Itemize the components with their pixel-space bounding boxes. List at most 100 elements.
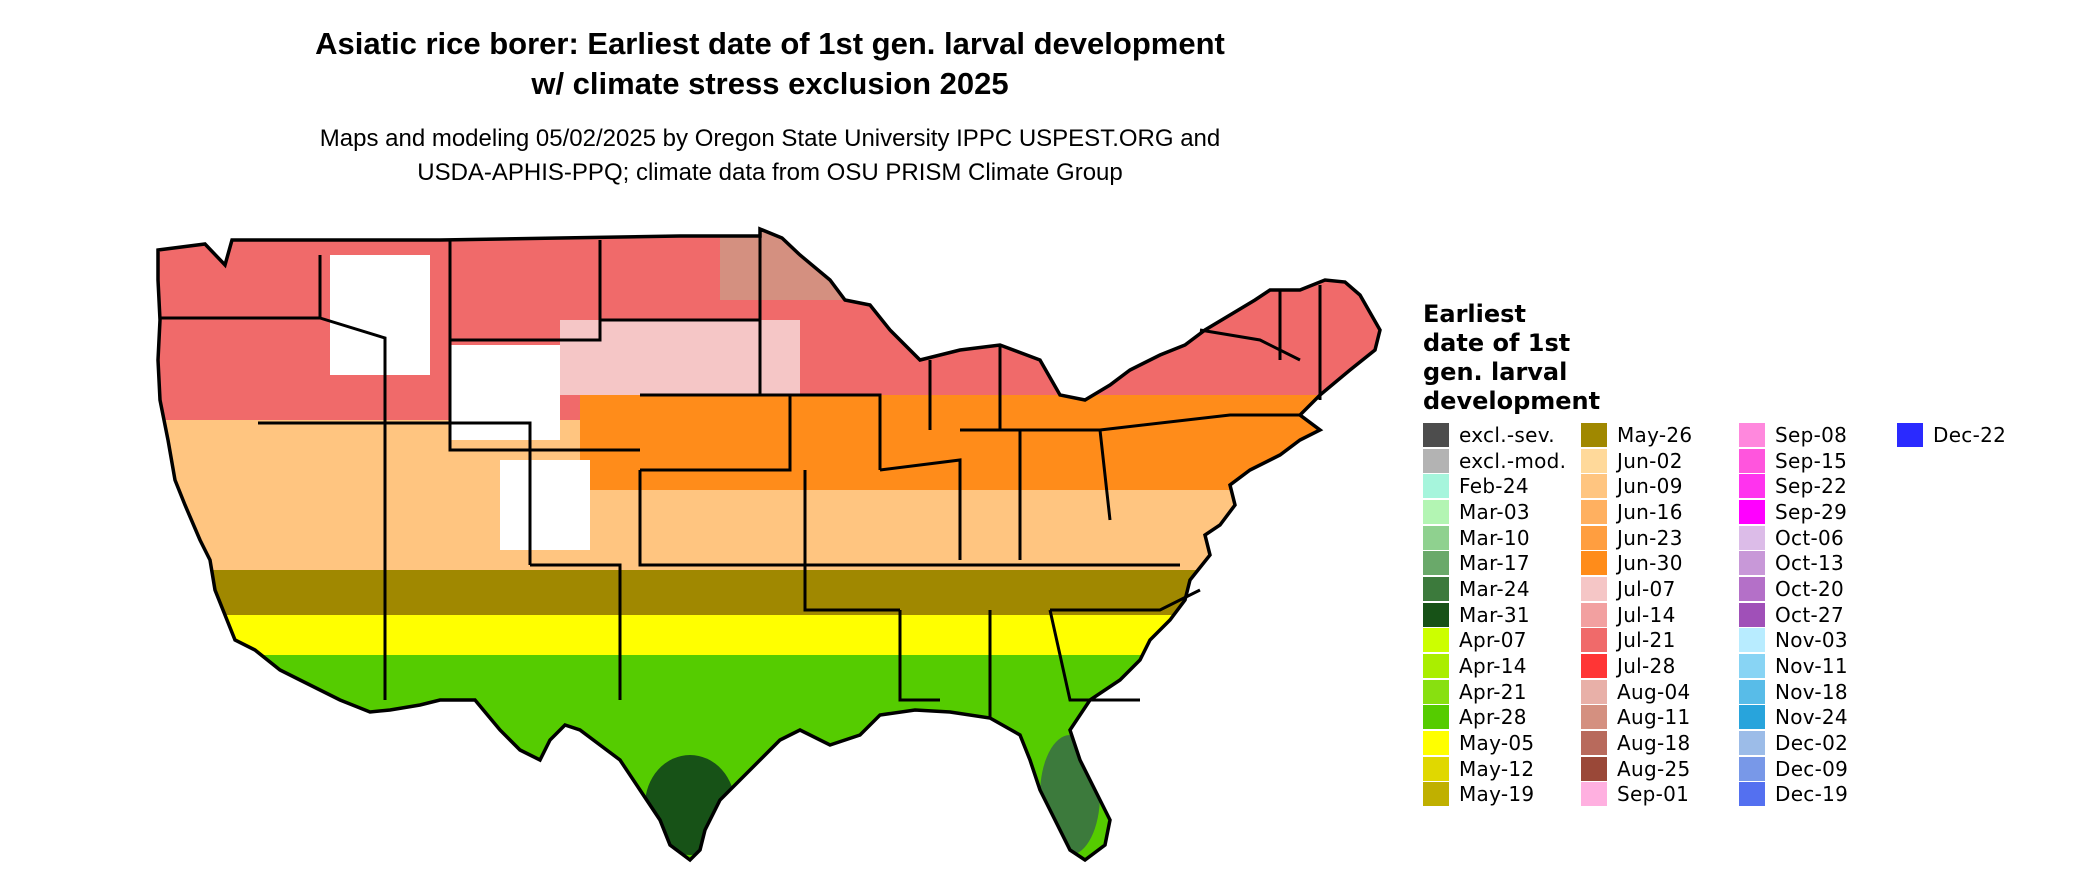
legend-swatch: [1581, 654, 1607, 679]
legend-item: Mar-10: [1423, 525, 1581, 551]
legend-swatch: [1423, 731, 1449, 756]
boundary-line: [1199, 328, 1301, 362]
title-line-2: w/ climate stress exclusion 2025: [531, 66, 1009, 101]
legend-swatch: [1739, 448, 1765, 473]
legend-label: Sep-29: [1775, 499, 1848, 524]
boundary-line: [803, 470, 900, 612]
subtitle-line-2: USDA-APHIS-PPQ; climate data from OSU PR…: [417, 159, 1123, 186]
legend-label: Jun-23: [1617, 525, 1683, 550]
colorado-unsuitable-region: [500, 460, 590, 550]
legend-swatch: [1581, 499, 1607, 524]
legend-label: Jul-28: [1617, 654, 1676, 679]
legend-swatch: [1897, 422, 1923, 447]
legend-label: Oct-27: [1775, 602, 1845, 627]
legend-item: Jun-30: [1581, 550, 1739, 576]
legend-title: Earliest date of 1st gen. larval develop…: [1423, 300, 1623, 416]
florida-dark-green: [1040, 735, 1100, 855]
legend-item: Apr-21: [1423, 679, 1581, 705]
legend-item: Apr-28: [1423, 705, 1581, 731]
legend-label: Nov-24: [1775, 705, 1848, 730]
legend-label: Mar-10: [1459, 525, 1530, 550]
legend-swatch: [1739, 628, 1765, 653]
legend-item: excl.-sev.: [1423, 422, 1581, 448]
legend-swatch: [1423, 499, 1449, 524]
legend-label: Aug-18: [1617, 731, 1691, 756]
legend-item: Nov-11: [1739, 653, 1897, 679]
legend-label: excl.-mod.: [1459, 448, 1567, 473]
legend-label: Jun-30: [1617, 551, 1683, 576]
legend-label: Nov-03: [1775, 628, 1848, 653]
boundary-line: [530, 563, 622, 700]
legend: Earliest date of 1st gen. larval develop…: [1423, 300, 2006, 807]
boundary-line: [1048, 609, 1140, 702]
legend-label: Oct-20: [1775, 576, 1845, 601]
legend-item: Oct-27: [1739, 602, 1897, 628]
legend-item: Oct-20: [1739, 576, 1897, 602]
boundary-line: [1099, 413, 1300, 432]
legend-swatch: [1739, 422, 1765, 447]
legend-label: Apr-21: [1459, 679, 1527, 704]
legend-label: Mar-17: [1459, 551, 1530, 576]
legend-item: Feb-24: [1423, 473, 1581, 499]
legend-item: Sep-01: [1581, 782, 1739, 808]
legend-label: Jul-07: [1617, 576, 1676, 601]
legend-item: Dec-22: [1897, 422, 2055, 448]
legend-swatch: [1581, 731, 1607, 756]
legend-item: Nov-24: [1739, 705, 1897, 731]
legend-label: Mar-03: [1459, 499, 1530, 524]
legend-item: May-26: [1581, 422, 1739, 448]
legend-swatch: [1739, 654, 1765, 679]
legend-item: Sep-22: [1739, 473, 1897, 499]
legend-label: Dec-22: [1933, 422, 2007, 447]
legend-label: Oct-13: [1775, 551, 1845, 576]
legend-item: Jun-23: [1581, 525, 1739, 551]
legend-swatch: [1423, 756, 1449, 781]
legend-swatch: [1423, 654, 1449, 679]
legend-title-line: Earliest: [1423, 300, 1526, 328]
legend-swatch: [1739, 525, 1765, 550]
legend-swatch: [1581, 679, 1607, 704]
boundary-line: [898, 610, 940, 702]
boundary-line: [790, 393, 882, 470]
legend-label: Aug-25: [1617, 756, 1691, 781]
us-phenology-map: [156, 227, 1382, 862]
central-orange-band: [580, 395, 1380, 490]
legend-item: Sep-15: [1739, 448, 1897, 474]
legend-label: May-26: [1617, 422, 1693, 447]
legend-swatch: [1739, 576, 1765, 601]
legend-swatch: [1581, 525, 1607, 550]
legend-item: May-05: [1423, 730, 1581, 756]
legend-item: Jun-16: [1581, 499, 1739, 525]
south-texas-dark-green: [645, 755, 735, 855]
boundary-line: [319, 316, 387, 423]
legend-item: Nov-03: [1739, 628, 1897, 654]
map-fill: [158, 229, 1380, 860]
southern-olive-band: [200, 570, 1380, 615]
boundary-line: [638, 470, 805, 567]
legend-label: Jul-21: [1617, 628, 1676, 653]
legend-item: Mar-17: [1423, 550, 1581, 576]
legend-item: Mar-24: [1423, 576, 1581, 602]
boundary-line: [448, 240, 602, 342]
subtitle-line-1: Maps and modeling 05/02/2025 by Oregon S…: [319, 125, 1221, 152]
gulf-green-band: [200, 655, 1380, 860]
legend-swatch: [1581, 474, 1607, 499]
legend-label: Aug-04: [1617, 679, 1691, 704]
upper-midwest-region: [720, 230, 930, 300]
legend-swatch: [1581, 628, 1607, 653]
legend-swatch: [1739, 551, 1765, 576]
legend-label: Sep-22: [1775, 474, 1848, 499]
legend-swatch: [1423, 679, 1449, 704]
legend-swatch: [1581, 705, 1607, 730]
legend-swatch: [1581, 576, 1607, 601]
legend-item: Apr-14: [1423, 653, 1581, 679]
legend-swatch: [1739, 499, 1765, 524]
rockies-unsuitable-region: [450, 345, 560, 440]
legend-label: Dec-02: [1775, 731, 1849, 756]
legend-title-line: date of 1st: [1423, 329, 1571, 357]
legend-item: Aug-04: [1581, 679, 1739, 705]
legend-label: Apr-14: [1459, 654, 1527, 679]
map-subtitle: Maps and modeling 05/02/2025 by Oregon S…: [170, 122, 1370, 190]
legend-swatch: [1581, 602, 1607, 627]
legend-item: Sep-08: [1739, 422, 1897, 448]
